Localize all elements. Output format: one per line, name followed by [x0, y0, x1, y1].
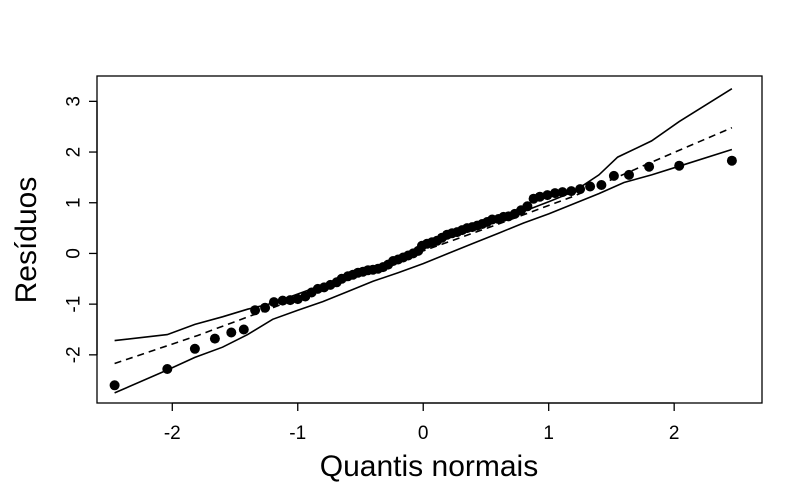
- data-point: [292, 294, 303, 305]
- y-tick-label: 2: [64, 147, 85, 158]
- data-point: [250, 305, 261, 316]
- data-point: [260, 302, 271, 313]
- data-point: [550, 188, 560, 199]
- y-tick-label: -1: [64, 296, 85, 313]
- x-tick-label: 1: [543, 423, 554, 444]
- x-axis: -2 -1 0 1 2: [164, 402, 680, 444]
- y-axis-title: Resíduos: [10, 177, 43, 304]
- data-point: [226, 327, 237, 338]
- data-point: [534, 191, 545, 202]
- data-point: [285, 295, 296, 306]
- y-tick-label: 0: [64, 248, 85, 259]
- data-point: [109, 380, 120, 391]
- data-point: [624, 169, 634, 180]
- data-point: [585, 181, 596, 192]
- data-point: [557, 187, 568, 198]
- data-point: [542, 190, 553, 201]
- y-tick-label: 1: [64, 197, 85, 208]
- data-point: [726, 155, 737, 166]
- data-point: [596, 180, 607, 190]
- data-point: [238, 324, 249, 335]
- data-point: [268, 297, 279, 308]
- x-tick-label: 0: [418, 423, 429, 444]
- x-tick-label: -2: [164, 423, 181, 444]
- data-point: [162, 364, 173, 374]
- data-points: [109, 155, 737, 391]
- data-point: [566, 186, 577, 197]
- data-point: [674, 160, 685, 171]
- data-point: [189, 343, 200, 354]
- data-point: [644, 161, 655, 172]
- y-tick-label: 3: [64, 96, 85, 107]
- y-tick-label: -2: [64, 346, 85, 363]
- data-point: [209, 333, 220, 344]
- data-point: [608, 170, 619, 181]
- x-tick-label: -1: [289, 423, 306, 444]
- envelope-upper-line: [114, 88, 733, 342]
- data-point: [575, 184, 586, 195]
- data-point: [277, 295, 288, 306]
- x-axis-title: Quantis normais: [320, 450, 538, 483]
- x-tick-label: 2: [669, 423, 680, 444]
- envelope-lower-line: [114, 148, 733, 394]
- y-axis: -2 -1 0 1 2 3: [64, 96, 98, 363]
- data-point: [522, 201, 533, 212]
